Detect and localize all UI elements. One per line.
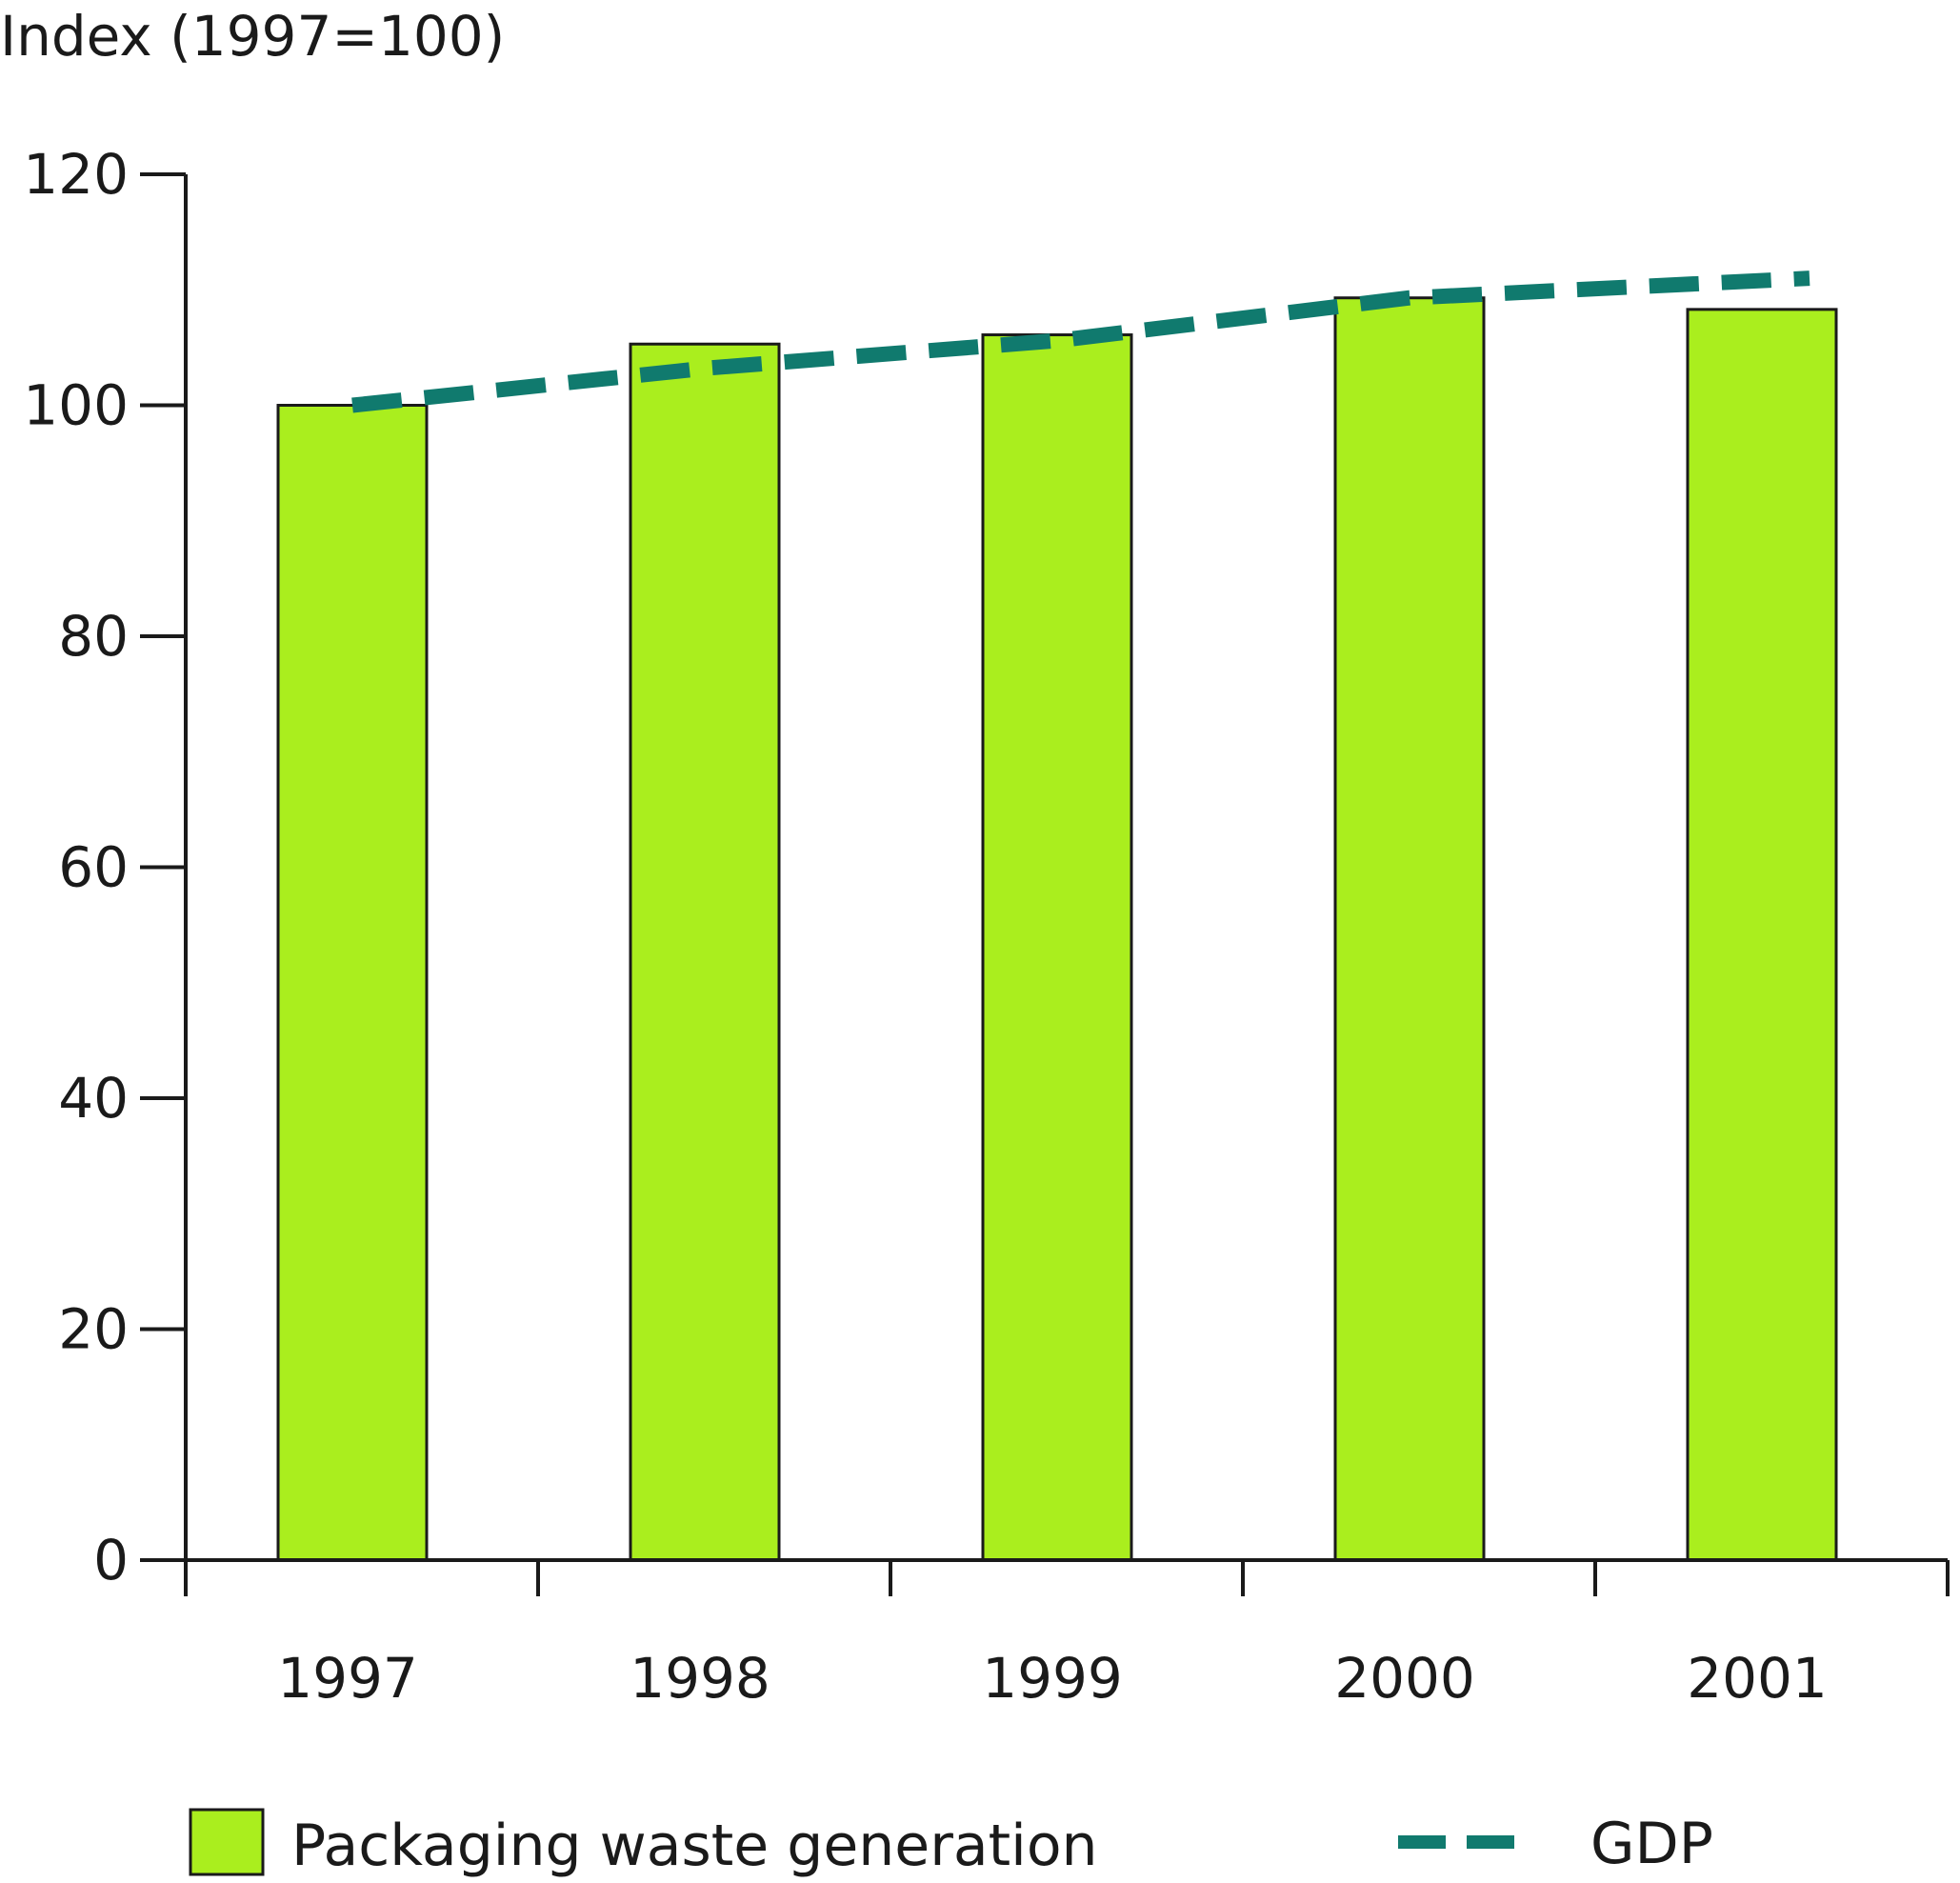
x-tick-label-1997: 1997 xyxy=(277,1646,418,1711)
legend-bar-swatch xyxy=(189,1808,265,1876)
legend: Packaging waste generation GDP xyxy=(189,1808,1713,1879)
bars xyxy=(276,296,1838,1562)
gdp-line-group xyxy=(351,270,1810,413)
x-tick-label-1999: 1999 xyxy=(982,1646,1123,1711)
gdp-line xyxy=(351,270,1810,413)
y-tick-label-20: 20 xyxy=(58,1297,129,1362)
bar-1998 xyxy=(629,342,781,1562)
y-tick-label-40: 40 xyxy=(58,1066,129,1131)
x-tick-label-2001: 2001 xyxy=(1687,1646,1828,1711)
bar-1997 xyxy=(276,404,429,1562)
legend-line-label: GDP xyxy=(1590,1811,1713,1877)
x-tick-label-2000: 2000 xyxy=(1334,1646,1475,1711)
legend-bar-label: Packaging waste generation xyxy=(291,1813,1098,1879)
x-tick-label-1998: 1998 xyxy=(630,1646,770,1711)
y-tick-label-100: 100 xyxy=(23,373,129,438)
y-tick-label-60: 60 xyxy=(58,835,129,900)
bar-1999 xyxy=(981,333,1133,1562)
y-tick-label-80: 80 xyxy=(58,604,129,669)
y-tick-label-0: 0 xyxy=(93,1528,129,1593)
bar-2000 xyxy=(1333,296,1486,1562)
bar-2001 xyxy=(1686,308,1838,1562)
y-tick-label-120: 120 xyxy=(23,142,129,207)
y-axis-label: Index (1997=100) xyxy=(0,4,505,69)
axes: 0 20 40 60 80 100 120 1997 1998 1999 2000 2001 xyxy=(23,142,1950,1711)
